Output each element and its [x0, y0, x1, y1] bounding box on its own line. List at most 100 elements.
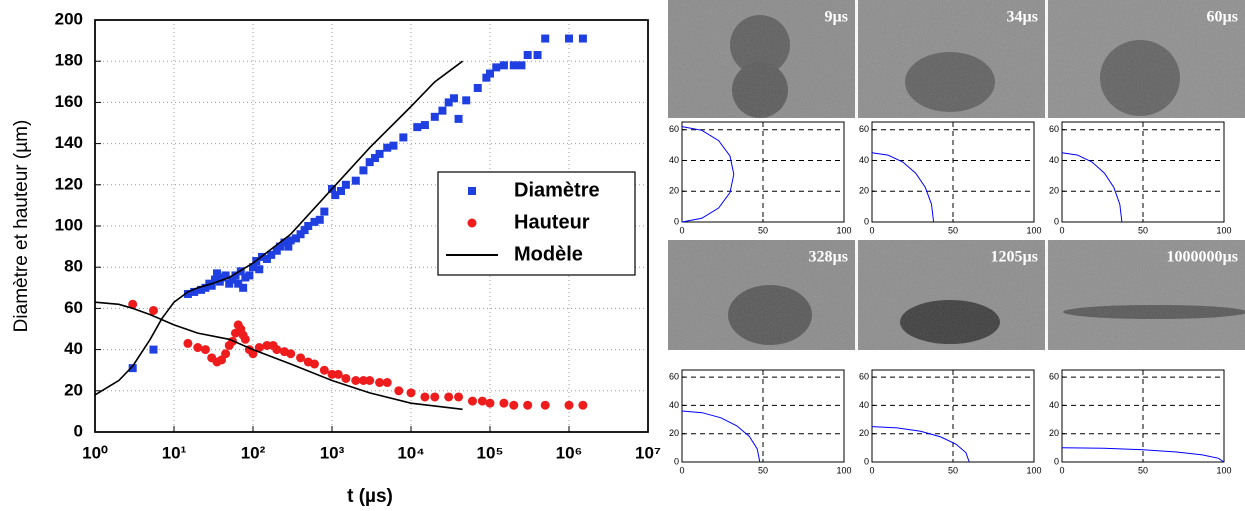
- point: [284, 242, 293, 251]
- point: [375, 149, 384, 158]
- legend-label: Hauteur: [514, 211, 590, 233]
- y-tick-label: 60: [859, 371, 869, 381]
- profile-line: [681, 126, 735, 223]
- point: [399, 133, 408, 142]
- point: [183, 338, 193, 348]
- y-tick-label: 20: [1049, 428, 1059, 438]
- point: [485, 398, 495, 408]
- point: [200, 345, 210, 355]
- point: [351, 176, 360, 185]
- point: [482, 73, 491, 82]
- point: [341, 180, 350, 189]
- profile-line: [871, 426, 970, 463]
- point: [291, 234, 300, 243]
- x-tick-label: 100: [836, 465, 851, 475]
- point: [280, 238, 289, 247]
- x-tick-label: 100: [1216, 225, 1231, 235]
- y-tick-label: 0: [864, 456, 869, 466]
- x-tick-label: 50: [948, 225, 958, 235]
- point: [467, 396, 477, 406]
- point: [255, 265, 264, 274]
- x-tick-label: 10³: [320, 443, 345, 462]
- y-tick-label: 20: [64, 380, 83, 399]
- point: [286, 236, 295, 245]
- x-tick-label: 10⁶: [556, 443, 583, 462]
- x-tick-label: 0: [679, 225, 684, 235]
- point: [262, 254, 271, 263]
- point: [207, 281, 216, 290]
- point: [394, 386, 404, 396]
- y-tick-label: 60: [64, 298, 83, 317]
- y-tick-label: 180: [55, 51, 83, 70]
- x-tick-label: 50: [1138, 225, 1148, 235]
- y-tick-label: 40: [859, 155, 869, 165]
- y-tick-label: 60: [859, 124, 869, 134]
- point: [249, 263, 257, 272]
- point: [240, 334, 250, 344]
- plot-frame: [1061, 369, 1225, 463]
- point: [272, 345, 282, 355]
- y-tick-label: 120: [55, 174, 83, 193]
- point: [333, 369, 343, 379]
- y-tick-label: 40: [64, 339, 83, 358]
- point: [533, 51, 542, 60]
- time-label: 60µs: [1207, 9, 1238, 26]
- point: [370, 154, 379, 163]
- point: [296, 353, 306, 363]
- point: [148, 305, 158, 315]
- point: [309, 359, 319, 369]
- point: [248, 349, 258, 359]
- point: [231, 271, 240, 280]
- time-label: 34µs: [1007, 9, 1038, 26]
- legend-marker: [467, 218, 477, 228]
- x-tick-label: 0: [869, 465, 874, 475]
- y-tick-label: 40: [1049, 400, 1059, 410]
- point: [310, 217, 319, 226]
- point: [225, 279, 234, 288]
- point: [245, 271, 254, 280]
- point: [149, 345, 158, 354]
- point: [565, 34, 573, 43]
- y-tick-label: 160: [55, 92, 83, 111]
- photo-noise: [668, 0, 1245, 118]
- point: [564, 400, 574, 410]
- point: [540, 400, 550, 410]
- point: [365, 158, 374, 167]
- point: [212, 269, 221, 278]
- profile-line: [1061, 152, 1123, 223]
- y-tick-label: 40: [669, 155, 679, 165]
- legend-label: Modèle: [514, 243, 583, 265]
- point: [217, 273, 226, 282]
- legend-marker: [468, 187, 476, 195]
- x-tick-label: 0: [1059, 225, 1064, 235]
- y-tick-label: 0: [674, 456, 679, 466]
- point: [509, 61, 518, 70]
- y-tick-label: 0: [864, 216, 869, 226]
- legend-label: Diamètre: [514, 179, 600, 201]
- point: [430, 392, 440, 402]
- x-tick-label: 100: [1026, 465, 1041, 475]
- y-tick-label: 0: [74, 421, 83, 440]
- plot-frame: [681, 369, 845, 463]
- point: [300, 226, 309, 235]
- point: [359, 166, 368, 175]
- point: [128, 364, 137, 373]
- point: [197, 285, 206, 294]
- x-tick-label: 50: [1138, 465, 1148, 475]
- point: [201, 283, 210, 292]
- point: [444, 392, 454, 402]
- point: [413, 123, 422, 132]
- point: [454, 114, 463, 123]
- point: [523, 51, 532, 60]
- point: [276, 242, 285, 251]
- y-tick-label: 60: [669, 371, 679, 381]
- point: [462, 96, 471, 105]
- y-tick-label: 0: [1054, 216, 1059, 226]
- profile-line: [871, 152, 935, 223]
- point: [193, 343, 203, 353]
- point: [319, 365, 329, 375]
- y-axis-title: Diamètre et hauteur (µm): [11, 120, 32, 333]
- y-tick-label: 80: [64, 257, 83, 276]
- point: [541, 34, 550, 43]
